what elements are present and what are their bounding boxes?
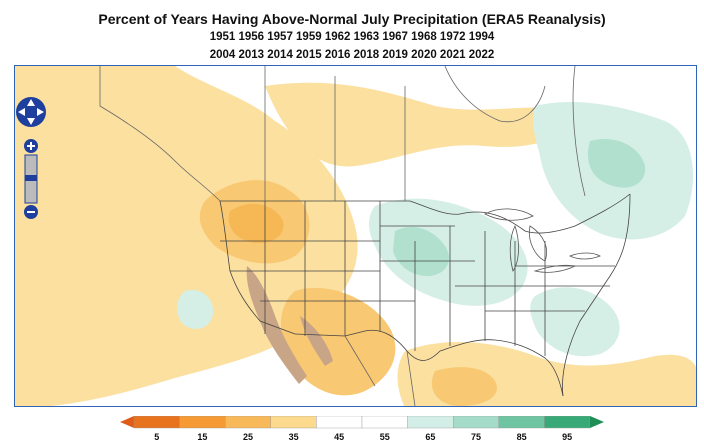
colorbar-segment [453, 415, 500, 429]
us-canada-border [220, 193, 631, 234]
colorbar-max-arrow [590, 416, 604, 428]
pan-control-background [16, 97, 46, 127]
colorbar-tick-label: 75 [470, 432, 482, 442]
colorbar-tick-label: 35 [288, 432, 299, 442]
pan-right-icon[interactable] [37, 108, 44, 116]
colorbar-tick-label: 5 [154, 432, 160, 442]
colorbar-segment [179, 415, 226, 429]
hudson-bay-coast [444, 66, 546, 123]
pan-up-icon[interactable] [27, 99, 35, 106]
years-line-2: 2004 2013 2014 2015 2016 2018 2019 2020 … [209, 49, 495, 61]
map-title: Percent of Years Having Above-Normal Jul… [98, 11, 606, 27]
colorbar-tick-label: 55 [379, 432, 390, 442]
boundaries-layer [99, 66, 631, 406]
colorbar-segment [270, 415, 317, 429]
great-lake-ontario [569, 252, 601, 260]
zoom-slider-handle[interactable] [25, 175, 37, 181]
us-mexico-border [294, 329, 441, 361]
dry-region-gulf-strong [431, 367, 497, 406]
alaska-border [99, 66, 221, 202]
east-coast [562, 193, 631, 397]
pan-down-icon[interactable] [27, 118, 35, 125]
colorbar-segment [407, 415, 454, 429]
zoom-control[interactable] [22, 138, 40, 220]
mexico-state-line [406, 350, 416, 406]
colorbar-segment [316, 415, 363, 429]
gulf-coast [439, 339, 564, 397]
great-lake-michigan [509, 224, 519, 272]
great-lake-erie [533, 264, 577, 273]
pan-control[interactable] [14, 94, 48, 130]
great-lake-huron [528, 225, 547, 262]
province-line [572, 66, 586, 197]
pan-left-icon[interactable] [18, 108, 25, 116]
mexico-state-line [344, 335, 376, 387]
dry-region-plains [265, 82, 575, 167]
title-block: Percent of Years Having Above-Normal Jul… [0, 10, 704, 64]
wet-region-atlantic [530, 287, 620, 357]
map-viewport[interactable] [14, 65, 697, 407]
colorbar-segment [133, 415, 180, 429]
colorbar-bar [120, 415, 604, 429]
zoom-in-glyph [27, 142, 35, 150]
colorbar-segments [133, 415, 591, 429]
dry-region-southwest [280, 287, 396, 396]
shading-layer [15, 66, 696, 406]
wet-region-east-canada-core [587, 138, 646, 188]
baja-land-mask [246, 266, 307, 384]
great-lake-superior [484, 208, 534, 221]
mexico-land-mask [300, 316, 333, 366]
colorbar-segment [544, 415, 591, 429]
colorbar-tick-label: 45 [334, 432, 345, 442]
colorbar-min-arrow [120, 416, 134, 428]
colorbar-tick-label: 65 [425, 432, 436, 442]
wet-region-central-core [393, 226, 449, 276]
colorbar-tick-label: 85 [516, 432, 527, 442]
colorbar-segment [361, 415, 408, 429]
dry-region-northwest-core [228, 203, 284, 244]
years-line-1: 1951 1956 1957 1959 1962 1963 1967 1968 … [209, 31, 495, 43]
precipitation-map[interactable] [15, 66, 697, 407]
wet-region-pacific [177, 289, 214, 329]
colorbar-segment [498, 415, 545, 429]
colorbar-segment [224, 415, 271, 429]
colorbar-tick-label: 15 [197, 432, 208, 442]
colorbar: 5 15 25 35 45 55 65 75 85 95 [120, 415, 604, 446]
colorbar-tick-label: 95 [562, 432, 573, 442]
wet-region-central [369, 198, 528, 306]
colorbar-tick-label: 25 [242, 432, 254, 442]
